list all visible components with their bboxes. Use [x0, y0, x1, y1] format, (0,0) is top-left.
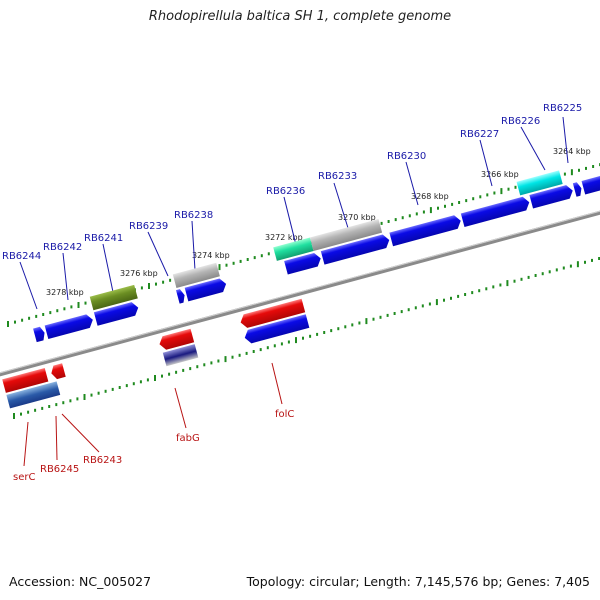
label-rb6242: RB6242 — [43, 242, 82, 253]
genome-map: 3264 kbp 3266 kbp 3268 kbp 3270 kbp 3272… — [0, 103, 600, 483]
reverse-gene-labels: folC fabG RB6243 RB6245 serC — [13, 409, 294, 483]
label-rb6233: RB6233 — [318, 171, 357, 182]
gene-rb6241-olive — [89, 284, 138, 311]
gene-fabg — [159, 328, 195, 350]
gene-rb6236-rrna — [273, 237, 314, 261]
gene-serc — [2, 367, 49, 393]
label-folc: folC — [275, 409, 294, 420]
label-rb6243: RB6243 — [83, 455, 122, 466]
kbp-label-3270: 3270 kbp — [338, 213, 376, 222]
gene-serc-cds — [6, 381, 61, 409]
accession-text: Accession: NC_005027 — [9, 574, 152, 589]
forward-leader-lines — [19, 116, 569, 310]
gene-rb6244 — [33, 326, 45, 343]
label-serc: serC — [13, 472, 35, 483]
gene-rb6241 — [93, 302, 139, 326]
kbp-label-3278: 3278 kbp — [46, 288, 84, 297]
label-rb6227: RB6227 — [460, 129, 499, 140]
gene-rb6242 — [44, 314, 93, 340]
forward-gene-labels: RB6225 RB6226 RB6227 RB6230 RB6233 RB623… — [2, 103, 582, 262]
gene-rb6239-stub — [175, 289, 185, 304]
scale-ticks-lower — [13, 257, 600, 419]
kbp-label-3272: 3272 kbp — [265, 233, 303, 242]
label-rb6238: RB6238 — [174, 210, 213, 221]
genome-backbone — [0, 210, 600, 377]
label-rb6230: RB6230 — [387, 151, 426, 162]
kbp-label-3276: 3276 kbp — [120, 269, 158, 278]
label-rb6241: RB6241 — [84, 233, 123, 244]
gene-rb6233-pseudo — [309, 219, 383, 252]
label-rb6244: RB6244 — [2, 251, 41, 262]
gene-rb6233 — [320, 234, 390, 265]
gene-rb6236 — [284, 252, 321, 275]
kbp-label-3274: 3274 kbp — [192, 251, 230, 260]
label-rb6239: RB6239 — [129, 221, 168, 232]
map-title: Rhodopirellula baltica SH 1, complete ge… — [148, 9, 452, 24]
gene-folc-cds — [244, 314, 310, 344]
genome-summary-text: Topology: circular; Length: 7,145,576 bp… — [246, 574, 590, 589]
gene-track — [2, 170, 600, 409]
gene-rb6226 — [529, 185, 573, 209]
label-rb6245: RB6245 — [40, 464, 79, 475]
gene-rb6226-cyan — [516, 170, 563, 196]
gene-rb6230 — [389, 215, 461, 247]
reverse-leader-lines — [23, 362, 283, 467]
gene-rb6245 — [51, 363, 66, 380]
kbp-label-3268: 3268 kbp — [411, 192, 449, 201]
kbp-label-3264: 3264 kbp — [553, 147, 591, 156]
gene-rb6227 — [460, 196, 530, 227]
gene-rb6225-stub — [572, 182, 582, 197]
label-fabg: fabG — [176, 433, 200, 444]
gene-rb6238-pseudo — [172, 262, 220, 288]
scale-ticks-upper — [7, 163, 600, 327]
label-rb6225: RB6225 — [543, 103, 582, 114]
label-rb6236: RB6236 — [266, 186, 305, 197]
kbp-label-3266: 3266 kbp — [481, 170, 519, 179]
gene-rb6225 — [581, 170, 600, 195]
gene-rb6238 — [184, 278, 227, 302]
gene-folc — [240, 298, 306, 328]
scale-labels: 3264 kbp 3266 kbp 3268 kbp 3270 kbp 3272… — [46, 147, 591, 297]
label-rb6226: RB6226 — [501, 116, 540, 127]
genome-backbone-highlight — [0, 210, 600, 374]
gene-fabg-cds — [162, 344, 199, 367]
